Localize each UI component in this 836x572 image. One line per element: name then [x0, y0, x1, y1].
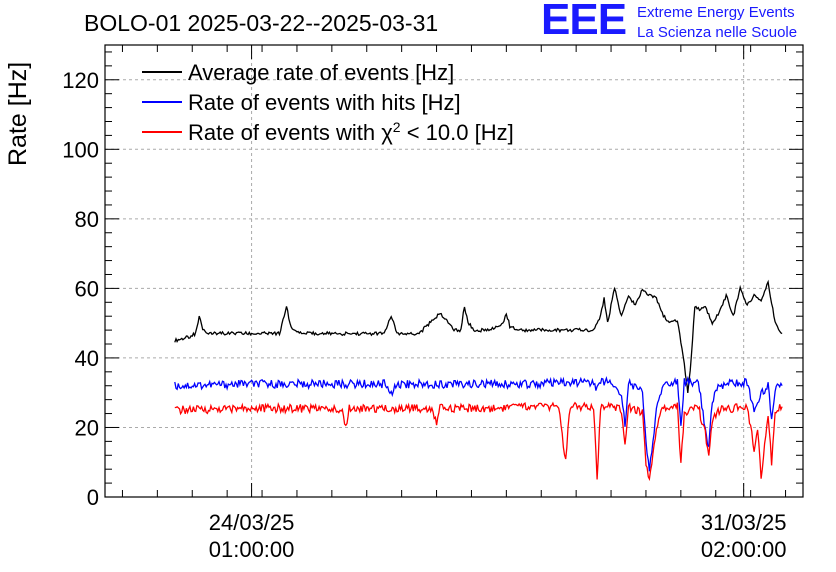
series-line-0: [174, 279, 783, 393]
logo-line-1: Extreme Energy Events: [637, 4, 795, 21]
y-tick-label: 40: [75, 346, 99, 371]
series-line-2: [174, 401, 783, 482]
logo-mark: EEE: [541, 0, 627, 44]
eee-logo: EEE Extreme Energy Events La Scienza nel…: [541, 0, 831, 44]
legend-entry: Rate of events with hits [Hz]: [188, 90, 461, 115]
y-tick-label: 20: [75, 415, 99, 440]
y-tick-label: 100: [62, 137, 99, 162]
legend-entry: Rate of events with χ2 < 10.0 [Hz]: [188, 119, 514, 145]
y-tick-label: 80: [75, 207, 99, 232]
plot-frame: [104, 44, 804, 498]
y-tick-label: 120: [62, 68, 99, 93]
x-tick-label-date: 24/03/25: [209, 510, 295, 535]
logo-line-2: La Scienza nelle Scuole: [637, 24, 798, 41]
x-tick-label-time: 01:00:00: [209, 537, 295, 562]
plot-title: BOLO-01 2025-03-22--2025-03-31: [84, 10, 439, 36]
y-tick-label: 0: [87, 485, 99, 510]
x-tick-label-date: 31/03/25: [701, 510, 787, 535]
y-tick-label: 60: [75, 276, 99, 301]
series-line-1: [174, 375, 783, 472]
legend-entry: Average rate of events [Hz]: [188, 60, 454, 85]
x-tick-label-time: 02:00:00: [701, 537, 787, 562]
